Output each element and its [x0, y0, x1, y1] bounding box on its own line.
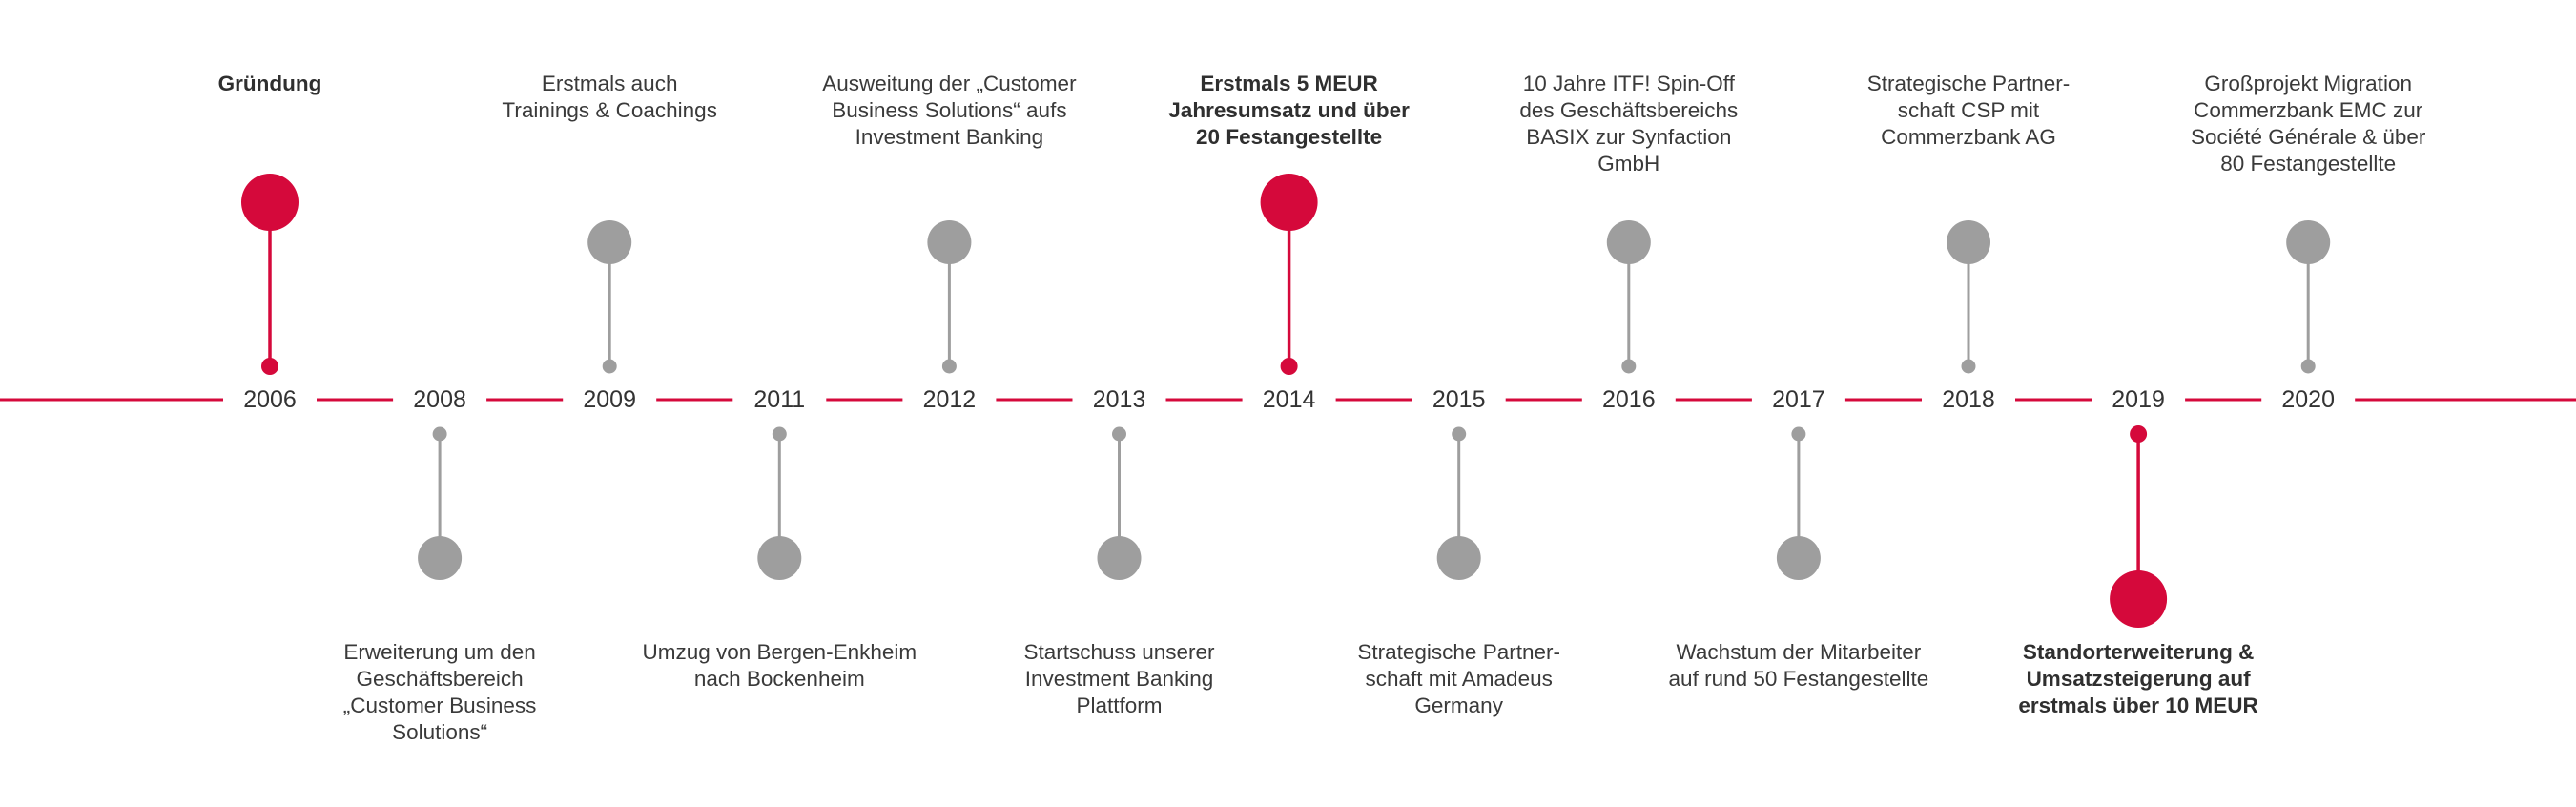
caption-line: Business Solutions“ aufs	[832, 98, 1067, 122]
caption-line: Solutions“	[392, 720, 488, 744]
caption-line: Wachstum der Mitarbeiter	[1676, 640, 1922, 664]
milestone-caption: Erweiterung um den Geschäftsbereich „Custo…	[287, 639, 592, 746]
caption-line: BASIX zur Synfaction	[1526, 125, 1732, 149]
milestone-dot	[1791, 426, 1806, 442]
milestone-dot	[1621, 359, 1637, 374]
milestone-caption: Großprojekt Migration Commerzbank EMC zur…	[2155, 71, 2461, 177]
milestone-dot	[1280, 358, 1298, 375]
caption-line: schaft mit Amadeus	[1365, 667, 1553, 691]
caption-line: des Geschäftsbereichs	[1519, 98, 1739, 122]
caption-line: Standorterweiterung &	[2022, 640, 2255, 664]
year-label: 2013	[1092, 386, 1146, 413]
caption-line: Umzug von Bergen-Enkheim	[642, 640, 917, 664]
caption-line: Commerzbank AG	[1881, 125, 2056, 149]
milestone-caption: 10 Jahre ITF! Spin-Off des Geschäftsberei…	[1476, 71, 1782, 177]
milestone-caption: Erstmals auch Trainings & Coachings	[457, 71, 762, 124]
milestone-caption: Standorterweiterung & Umsatzsteigerung au…	[1986, 639, 2291, 719]
caption-line: Commerzbank EMC zur	[2194, 98, 2423, 122]
caption-line: Société Générale & über	[2190, 125, 2426, 149]
caption-line: Investment Banking	[1024, 667, 1214, 691]
milestone-marker	[1260, 174, 1318, 231]
year-label: 2020	[2281, 386, 2335, 413]
caption-line: 10 Jahre ITF! Spin-Off	[1522, 72, 1735, 95]
milestone-dot	[2130, 425, 2148, 443]
milestone-marker	[2110, 570, 2168, 628]
milestone-dot	[432, 426, 447, 442]
milestone-dot	[2300, 359, 2316, 374]
milestone-marker	[418, 536, 463, 580]
milestone-marker	[241, 174, 299, 231]
caption-line: Jahresumsatz und über	[1168, 98, 1410, 122]
caption-line: auf rund 50 Festangestellte	[1668, 667, 1929, 691]
caption-line: Strategische Partner-	[1866, 72, 2071, 95]
year-label: 2012	[922, 386, 977, 413]
caption-line: Germany	[1414, 693, 1503, 717]
caption-line: Umsatzsteigerung auf	[2026, 667, 2251, 691]
milestone-dot	[1961, 359, 1976, 374]
year-label: 2018	[1942, 386, 1995, 413]
milestone-marker	[757, 536, 802, 580]
caption-line: Erweiterung um den	[343, 640, 536, 664]
year-label: 2015	[1432, 386, 1486, 413]
milestone-caption: Gründung	[117, 71, 422, 97]
milestone-dot	[261, 358, 278, 375]
milestone-dot	[941, 359, 957, 374]
caption-line: GmbH	[1597, 152, 1660, 176]
year-label: 2017	[1772, 386, 1825, 413]
milestone-caption: Erstmals 5 MEUR Jahresumsatz und über 20 F…	[1137, 71, 1442, 151]
caption-line: Plattform	[1076, 693, 1163, 717]
caption-line: Ausweitung der „Customer	[822, 72, 1077, 95]
caption-line: schaft CSP mit	[1897, 98, 2040, 122]
milestone-dot	[602, 359, 617, 374]
year-label: 2009	[583, 386, 636, 413]
year-label: 2016	[1601, 386, 1656, 413]
caption-line: „Customer Business	[342, 693, 537, 717]
caption-line: Strategische Partner-	[1357, 640, 1560, 664]
milestone-dot	[1112, 426, 1126, 442]
year-label: 2011	[753, 386, 806, 413]
year-label: 2008	[413, 386, 466, 413]
milestone-marker	[1947, 220, 1990, 264]
caption-line: Erstmals 5 MEUR	[1200, 72, 1378, 95]
milestone-marker	[1097, 536, 1142, 580]
caption-line: Geschäftsbereich	[356, 667, 524, 691]
milestone-caption: Strategische Partner-schaft CSP mit Comme…	[1816, 71, 2121, 151]
caption-line: 80 Festangestellte	[2220, 152, 2397, 176]
milestone-marker	[1606, 220, 1651, 264]
caption-line: Trainings & Coachings	[502, 98, 717, 122]
caption-line: 20 Festangestellte	[1196, 125, 1383, 149]
milestone-marker	[1776, 536, 1821, 580]
milestone-marker	[587, 220, 632, 264]
caption-line: Großprojekt Migration	[2204, 72, 2412, 95]
milestone-caption: Startschuss unserer Investment Banking Pla…	[967, 639, 1272, 719]
caption-line: erstmals über 10 MEUR	[2018, 693, 2258, 717]
year-label: 2006	[243, 386, 297, 413]
caption-line: Gründung	[217, 72, 322, 95]
milestone-caption: Strategische Partner-schaft mit Amadeus G…	[1307, 639, 1612, 719]
milestone-marker	[927, 220, 972, 264]
milestone-caption: Ausweitung der „Customer Business Solutio…	[796, 71, 1102, 151]
milestone-dot	[1452, 426, 1467, 442]
caption-line: Erstmals auch	[541, 72, 678, 95]
caption-line: Startschuss unserer	[1023, 640, 1215, 664]
milestone-caption: Umzug von Bergen-Enkheim nach Bockenheim	[627, 639, 932, 693]
year-label: 2019	[2112, 386, 2165, 413]
caption-line: Investment Banking	[855, 125, 1044, 149]
caption-line: nach Bockenheim	[693, 667, 865, 691]
milestone-dot	[772, 426, 787, 442]
milestone-caption: Wachstum der Mitarbeiter auf rund 50 Fest…	[1646, 639, 1951, 693]
milestone-marker	[2286, 220, 2331, 264]
milestone-marker	[1436, 536, 1481, 580]
year-label: 2014	[1262, 386, 1316, 413]
